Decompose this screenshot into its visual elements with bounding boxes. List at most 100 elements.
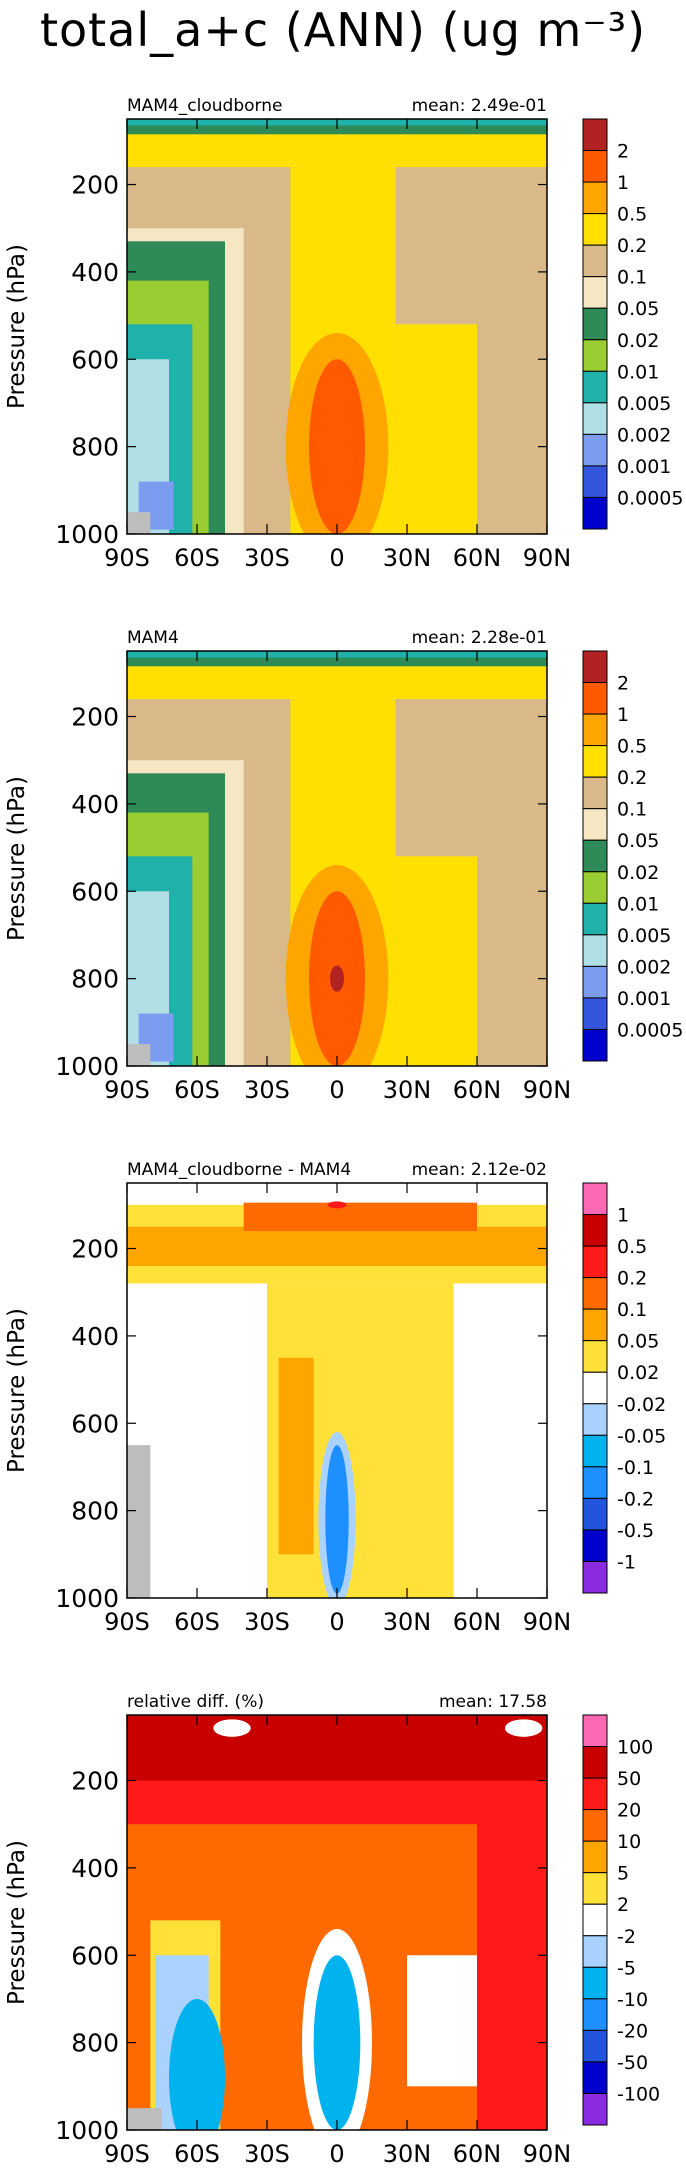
y-tick-label: 1000 bbox=[55, 2116, 119, 2145]
x-tick-label: 0 bbox=[329, 1076, 344, 1104]
y-tick-label: 600 bbox=[71, 877, 119, 906]
colorbar-box bbox=[582, 370, 608, 404]
colorbar-box bbox=[582, 1214, 608, 1247]
contour-field bbox=[127, 651, 547, 1066]
colorbar-box bbox=[582, 997, 608, 1030]
colorbar-label: 2 bbox=[617, 673, 629, 695]
y-axis-label: Pressure (hPa) bbox=[4, 1840, 30, 2005]
field-band bbox=[127, 1715, 547, 1781]
y-tick-label: 200 bbox=[71, 703, 119, 732]
x-tick-label: 30N bbox=[383, 1608, 432, 1636]
colorbar-box bbox=[582, 1028, 608, 1062]
colorbar-label: 0.005 bbox=[617, 393, 671, 415]
x-tick-label: 60N bbox=[453, 544, 502, 572]
y-tick-label: 1000 bbox=[55, 1584, 119, 1613]
colorbar-box bbox=[582, 1998, 608, 2031]
y-tick-label: 400 bbox=[71, 258, 119, 287]
x-tick-label: 0 bbox=[329, 1608, 344, 1636]
colorbar-box bbox=[582, 1903, 608, 1937]
colorbar-box bbox=[582, 1560, 608, 1594]
x-tick-label: 30N bbox=[383, 544, 432, 572]
y-axis-label: Pressure (hPa) bbox=[4, 1308, 30, 1473]
colorbar-label: -20 bbox=[617, 2020, 648, 2042]
field-plume bbox=[395, 856, 477, 1066]
colorbar-box bbox=[582, 965, 608, 999]
x-tick-label: 60N bbox=[453, 1608, 502, 1636]
panel-mean-label: mean: 2.28e-01 bbox=[412, 628, 547, 648]
y-tick-label: 1000 bbox=[55, 1052, 119, 1081]
x-tick-label: 30S bbox=[244, 1076, 290, 1104]
y-tick-label: 800 bbox=[71, 433, 119, 462]
missing-data bbox=[127, 1445, 151, 1598]
field-core bbox=[327, 1201, 347, 1209]
colorbar-label: 0.001 bbox=[617, 988, 671, 1010]
colorbar-label: 2 bbox=[617, 1894, 629, 1916]
x-tick-label: 60S bbox=[174, 1608, 220, 1636]
colorbar-label: 0.002 bbox=[617, 424, 671, 446]
field-core bbox=[313, 1955, 361, 2130]
colorbar-label: 1 bbox=[617, 704, 629, 726]
colorbar-label: 0.2 bbox=[617, 235, 647, 257]
colorbar-label: 100 bbox=[617, 1737, 653, 1759]
x-tick-label: 0 bbox=[329, 544, 344, 572]
colorbar-label: 0.1 bbox=[617, 267, 647, 289]
colorbar-label: -50 bbox=[617, 2052, 648, 2074]
colorbar-box bbox=[582, 2061, 608, 2094]
colorbar-box bbox=[582, 1371, 608, 1405]
colorbar-box bbox=[582, 2092, 608, 2126]
colorbar-box bbox=[582, 1245, 608, 1279]
colorbar-label: 10 bbox=[617, 1831, 641, 1853]
colorbar-label: -1 bbox=[617, 1551, 636, 1573]
panel-mean-label: mean: 2.49e-01 bbox=[412, 96, 547, 116]
colorbar-box bbox=[582, 433, 608, 467]
field-band bbox=[127, 1226, 547, 1266]
x-tick-label: 90S bbox=[104, 2140, 150, 2168]
colorbar-box bbox=[582, 465, 608, 498]
colorbar-box bbox=[582, 1872, 608, 1905]
colorbar-label: 0.5 bbox=[617, 204, 647, 226]
colorbar-label: -0.02 bbox=[617, 1394, 666, 1416]
colorbar-label: 2 bbox=[617, 141, 629, 163]
figure-title: total_a+c (ANN) (ug m⁻³) bbox=[39, 3, 647, 57]
missing-data bbox=[127, 1044, 151, 1066]
x-tick-label: 60S bbox=[174, 2140, 220, 2168]
colorbar-label: 0.5 bbox=[617, 736, 647, 758]
x-tick-label: 0 bbox=[329, 2140, 344, 2168]
field-core bbox=[309, 359, 365, 534]
x-tick-label: 90N bbox=[523, 2140, 572, 2168]
colorbar-box bbox=[582, 1714, 608, 1748]
colorbar-box bbox=[582, 1746, 608, 1779]
x-tick-label: 90N bbox=[523, 1608, 572, 1636]
y-tick-label: 400 bbox=[71, 1322, 119, 1351]
colorbar-box bbox=[582, 1777, 608, 1811]
y-tick-label: 200 bbox=[71, 1235, 119, 1264]
colorbar-box bbox=[582, 902, 608, 936]
colorbar-label: -0.5 bbox=[617, 1520, 654, 1542]
y-axis-label: Pressure (hPa) bbox=[4, 776, 30, 941]
contour-field bbox=[127, 1183, 547, 1598]
y-tick-label: 800 bbox=[71, 965, 119, 994]
colorbar-box bbox=[582, 839, 608, 873]
colorbar-label: 0.05 bbox=[617, 1331, 659, 1353]
colorbar-box bbox=[582, 150, 608, 183]
x-tick-label: 30S bbox=[244, 2140, 290, 2168]
colorbar-box bbox=[582, 650, 608, 684]
colorbar-box bbox=[582, 1935, 608, 1968]
colorbar-label: 0.001 bbox=[617, 456, 671, 478]
y-tick-label: 200 bbox=[71, 1767, 119, 1796]
colorbar-label: 0.1 bbox=[617, 1299, 647, 1321]
field-plume bbox=[395, 324, 477, 534]
colorbar-box bbox=[582, 213, 608, 246]
y-tick-label: 1000 bbox=[55, 520, 119, 549]
contour-field bbox=[127, 1715, 547, 2130]
colorbar-box bbox=[582, 1340, 608, 1373]
panel-mean-label: mean: 2.12e-02 bbox=[412, 1160, 547, 1180]
colorbar-box bbox=[582, 339, 608, 372]
field-core bbox=[213, 1719, 251, 1737]
y-tick-label: 600 bbox=[71, 1941, 119, 1970]
x-tick-label: 60S bbox=[174, 1076, 220, 1104]
x-tick-label: 30N bbox=[383, 2140, 432, 2168]
missing-data bbox=[127, 512, 151, 534]
field-core bbox=[330, 965, 344, 992]
colorbar-label: 0.02 bbox=[617, 1362, 659, 1384]
